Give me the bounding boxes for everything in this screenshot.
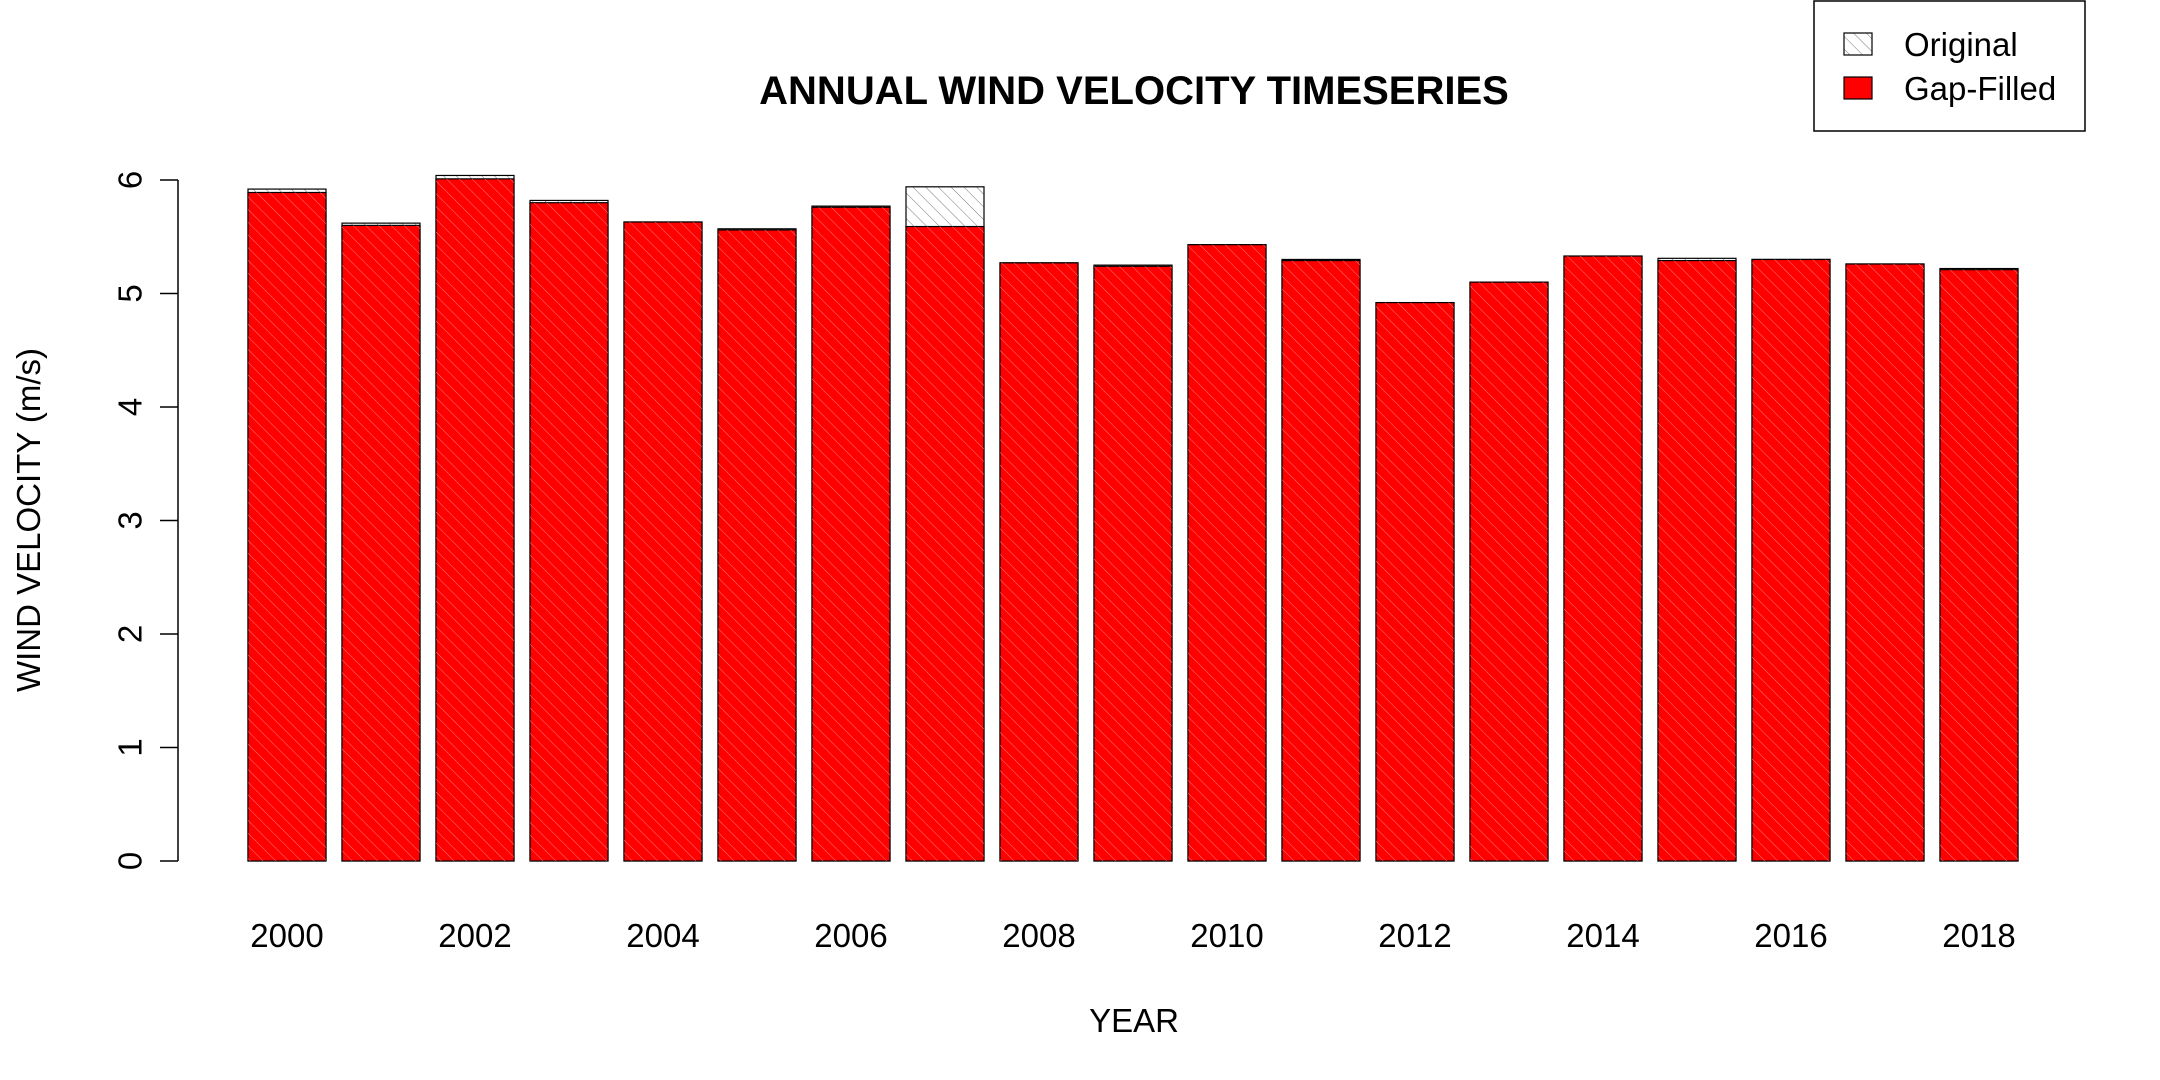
bar-gap-filled-hatch-2017 [1846,263,1924,861]
chart-title: ANNUAL WIND VELOCITY TIMESERIES [759,69,1509,113]
y-tick-label: 0 [112,852,149,870]
bar-gap-filled-hatch-2007 [906,226,984,861]
x-axis-label: YEAR [1089,1002,1179,1039]
bar-gap-filled-hatch-2006 [812,207,890,862]
legend-box [1813,0,2086,132]
bar-gap-filled-hatch-2003 [530,202,608,861]
bar-gap-filled-hatch-2008 [1000,262,1078,862]
bar-gap-filled-hatch-2012 [1376,302,1454,862]
x-tick-label-2008: 2008 [1002,917,1075,954]
bar-gap-filled-hatch-2004 [624,221,702,861]
x-tick-label-2010: 2010 [1190,917,1263,954]
y-axis: 0 1 2 3 4 5 6 [112,171,179,870]
bar-gap-filled-hatch-2011 [1282,260,1360,862]
x-tick-label-2016: 2016 [1754,917,1827,954]
y-tick-label: 3 [112,511,149,529]
y-tick-label: 6 [112,171,149,189]
x-tick-label-2006: 2006 [814,917,887,954]
x-tick-label-2014: 2014 [1566,917,1639,954]
legend-swatch-gap-filled [1843,76,1873,100]
bar-gap-filled-hatch-2009 [1094,266,1172,861]
y-tick-label: 5 [112,284,149,302]
bar-gap-filled-hatch-2014 [1564,256,1642,861]
y-tick-label: 1 [112,738,149,756]
bar-gap-filled-hatch-2013 [1470,282,1548,861]
bars-group [247,174,2019,862]
legend-label-original: Original [1904,26,2018,63]
x-tick-label-2004: 2004 [626,917,699,954]
x-tick-label-2018: 2018 [1942,917,2015,954]
bar-gap-filled-hatch-2000 [248,192,326,862]
legend-swatch-original [1843,32,1873,56]
bar-gap-filled-hatch-2018 [1940,269,2018,861]
bar-gap-filled-hatch-2005 [718,229,796,861]
x-axis-tick-labels: 2000 2002 2004 2006 2008 2010 2012 2014 2016 2018 [250,917,2015,954]
x-tick-label-2000: 2000 [250,917,323,954]
legend: Original Gap-Filled [1813,0,2086,132]
bar-gap-filled-hatch-2010 [1188,244,1266,861]
y-tick-label: 4 [112,398,149,416]
bar-gap-filled-hatch-2001 [342,225,420,861]
bar-gap-filled-hatch-2016 [1752,259,1830,861]
y-tick-label: 2 [112,625,149,643]
bar-gap-filled-hatch-2002 [436,178,514,862]
x-tick-label-2002: 2002 [438,917,511,954]
legend-label-gap-filled: Gap-Filled [1904,70,2056,107]
y-axis-label: WIND VELOCITY (m/s) [10,348,47,692]
x-tick-label-2012: 2012 [1378,917,1451,954]
bar-gap-filled-hatch-2015 [1658,260,1736,862]
